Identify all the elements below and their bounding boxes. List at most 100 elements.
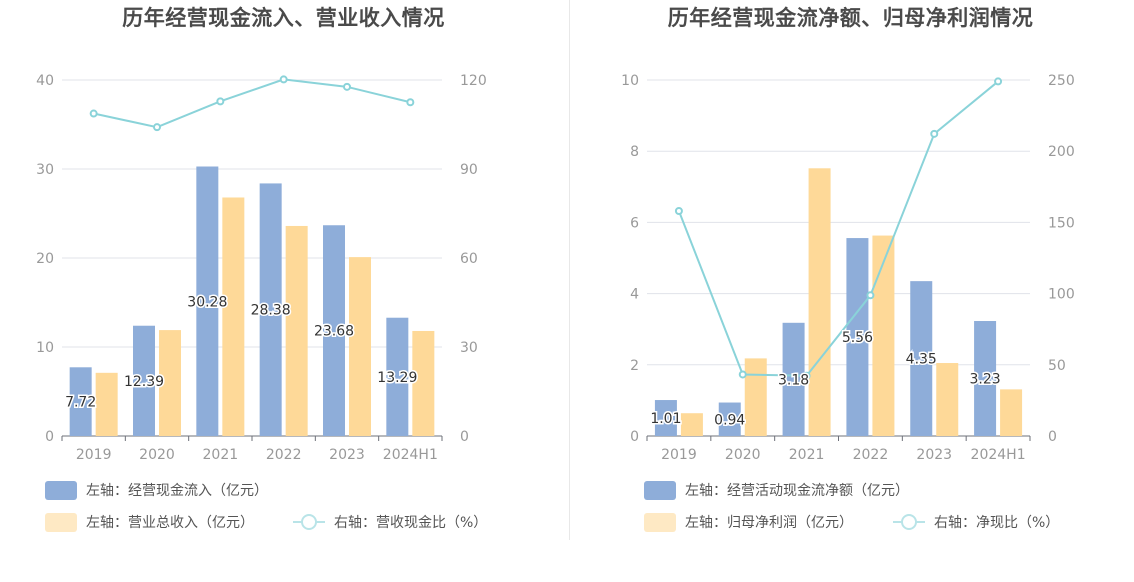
right-axis-tick-label: 120 <box>460 73 487 89</box>
legend-item-net-cash-ratio[interactable]: 右轴：净现比（%） <box>893 512 1059 532</box>
left-axis-tick-label: 6 <box>630 215 639 231</box>
left-axis-tick-label: 40 <box>36 73 54 89</box>
legend-label: 左轴：经营现金流入（亿元） <box>86 483 268 499</box>
legend-line-icon <box>293 512 325 532</box>
bar-net-profit <box>1000 389 1023 436</box>
bar-net-profit <box>680 413 703 436</box>
right-axis-tick-label: 250 <box>1048 73 1075 89</box>
legend-label: 左轴：营业总收入（亿元） <box>86 515 254 531</box>
bar-net-cash-flow <box>782 322 805 436</box>
legend-item-cash-inflow[interactable]: 左轴：经营现金流入（亿元） <box>45 480 268 500</box>
legend-label: 右轴：营收现金比（%） <box>334 515 488 531</box>
bar-net-cash-flow <box>846 238 869 436</box>
line-point <box>343 82 351 91</box>
bar-data-label: 7.72 <box>65 395 96 411</box>
line-point <box>216 97 225 106</box>
legend-label: 左轴：经营活动现金流净额（亿元） <box>685 483 909 499</box>
left-axis-tick-label: 2 <box>630 358 639 374</box>
line-point <box>738 370 747 379</box>
left-axis-tick-label: 8 <box>630 144 639 160</box>
left-axis-tick-label: 0 <box>45 429 54 445</box>
bar-revenue <box>222 197 245 436</box>
line-point <box>802 371 811 380</box>
x-axis-tick-label: 2024H1 <box>971 447 1026 463</box>
legend-line-icon <box>893 512 925 532</box>
right-axis-tick-label: 200 <box>1048 144 1075 160</box>
legend-item-net-operating-cash-flow[interactable]: 左轴：经营活动现金流净额（亿元） <box>644 480 909 500</box>
right-axis-tick-label: 60 <box>460 251 478 267</box>
legend-item-net-profit[interactable]: 左轴：归母净利润（亿元） <box>644 512 853 532</box>
left-axis-tick-label: 20 <box>36 251 54 267</box>
bar-data-label: 3.18 <box>778 372 809 388</box>
right-axis-tick-label: 150 <box>1048 215 1075 231</box>
bar-data-label: 0.94 <box>714 412 745 428</box>
left-axis-tick-label: 10 <box>621 73 639 89</box>
x-axis-tick-label: 2023 <box>329 447 365 463</box>
line-point <box>279 75 288 84</box>
x-axis-tick-label: 2024H1 <box>383 447 438 463</box>
legend-swatch-bar <box>644 480 676 500</box>
x-axis-tick-label: 2022 <box>853 447 889 463</box>
chart-title: 历年经营现金流入、营业收入情况 <box>122 6 445 30</box>
bar-data-label: 13.29 <box>377 370 417 386</box>
bar-net-cash-flow <box>718 402 741 436</box>
line-point <box>674 207 683 216</box>
line-point <box>866 291 875 300</box>
legend-swatch-bar <box>45 512 77 532</box>
line-point <box>406 98 415 107</box>
bar-revenue <box>95 372 118 436</box>
bar-cash-inflow <box>323 225 345 436</box>
left-axis-tick-label: 0 <box>630 429 639 445</box>
legend-label: 右轴：净现比（%） <box>934 515 1060 531</box>
left-axis-tick-label: 30 <box>36 162 54 178</box>
right-axis-tick-label: 0 <box>1048 429 1057 445</box>
x-axis-tick-label: 2019 <box>76 447 112 463</box>
legend-item-revenue-cash-ratio[interactable]: 右轴：营收现金比（%） <box>293 512 487 532</box>
bar-data-label: 30.28 <box>187 294 227 310</box>
bar-data-label: 3.23 <box>969 372 1000 388</box>
right-axis-tick-label: 90 <box>460 162 478 178</box>
legend-label: 左轴：归母净利润（亿元） <box>685 515 853 531</box>
bar-cash-inflow <box>386 317 409 436</box>
x-axis-tick-label: 2020 <box>725 447 761 463</box>
line-point <box>89 109 98 118</box>
chart-title: 历年经营现金流净额、归母净利润情况 <box>667 6 1034 30</box>
right-axis-tick-label: 100 <box>1048 287 1075 303</box>
bar-cash-inflow <box>133 325 155 436</box>
x-axis-tick-label: 2023 <box>916 447 952 463</box>
x-axis-tick-label: 2021 <box>789 447 825 463</box>
bar-data-label: 1.01 <box>650 411 681 427</box>
bar-net-cash-flow <box>974 321 997 436</box>
net-cash-flow-profit-chart-panel: 历年经营现金流净额、归母净利润情况 0 0 2 50 4 100 6 150 8 200 10 250… <box>567 0 1134 582</box>
line-series-revenue-cash-ratio <box>93 78 411 129</box>
legend-swatch-bar <box>45 480 77 500</box>
bar-data-label: 4.35 <box>906 352 937 368</box>
bar-net-profit <box>936 363 959 436</box>
line-point <box>153 123 161 132</box>
x-axis-tick-label: 2020 <box>139 447 175 463</box>
bar-revenue <box>349 257 371 436</box>
line-point <box>994 77 1003 86</box>
legend-item-revenue[interactable]: 左轴：营业总收入（亿元） <box>45 512 254 532</box>
bar-cash-inflow <box>259 183 282 436</box>
bar-revenue <box>285 225 308 436</box>
bar-cash-inflow <box>196 166 219 436</box>
bar-data-label: 12.39 <box>124 374 164 390</box>
bar-revenue <box>412 330 435 436</box>
bar-data-label: 23.68 <box>314 324 354 340</box>
cash-inflow-revenue-chart-panel: 历年经营现金流入、营业收入情况 0 0 10 30 20 60 30 90 40 120 2019 2… <box>36 6 487 532</box>
line-series-net-cash-ratio <box>677 80 999 377</box>
line-point <box>930 129 939 138</box>
x-axis-tick-label: 2021 <box>203 447 239 463</box>
bar-revenue <box>159 330 181 436</box>
bar-net-profit <box>744 358 767 436</box>
bar-net-cash-flow <box>654 400 677 436</box>
cash-inflow-revenue-chart: 0 0 10 30 20 60 30 90 40 120 2019 2020 2021 2022 2023 2… <box>36 73 487 463</box>
x-axis-tick-label: 2019 <box>661 447 697 463</box>
bar-net-cash-flow <box>910 281 933 436</box>
right-axis-tick-label: 50 <box>1048 358 1066 374</box>
legend-swatch-bar <box>644 512 676 532</box>
bar-net-profit <box>808 168 831 436</box>
left-axis-tick-label: 4 <box>630 287 639 303</box>
